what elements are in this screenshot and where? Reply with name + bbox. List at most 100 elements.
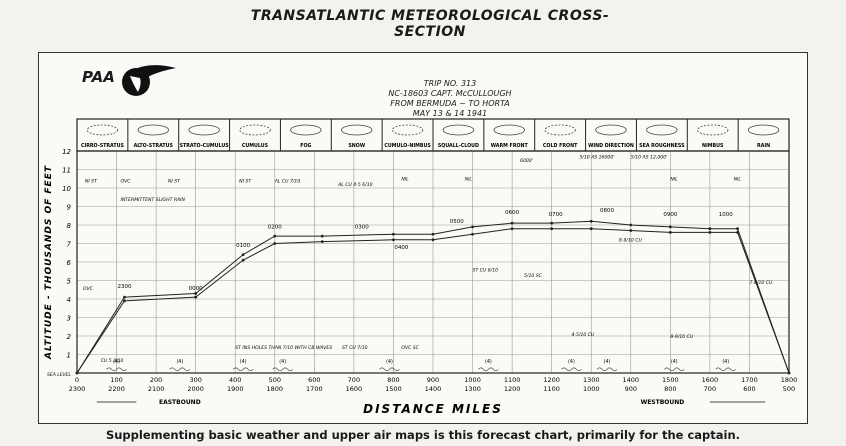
flight-path-point <box>708 231 712 234</box>
logo-text: PAA <box>82 68 115 86</box>
legend-symbol <box>747 124 780 136</box>
time-label: 0900 <box>663 212 677 218</box>
legend-label-fog: FOG <box>300 143 311 149</box>
sea-wave-icon <box>561 367 582 372</box>
time-label: 0400 <box>394 245 408 251</box>
x-tick-label-bottom: 1500 <box>385 385 402 393</box>
flight-path-point <box>273 242 277 245</box>
time-label: 0200 <box>268 225 282 231</box>
flight-path-point <box>123 299 126 303</box>
legend-symbol <box>544 124 576 136</box>
cloud-annotation: 8-9/10 CU <box>619 238 643 244</box>
x-tick-label-top: 0 <box>75 376 79 384</box>
legend-label-alto-stratus: ALTO-STRATUS <box>134 143 174 149</box>
x-tick-label-top: 1200 <box>543 376 560 384</box>
pan-am-logo: PAA <box>82 65 176 96</box>
sea-wave-icon <box>232 367 254 372</box>
legend-label-rain: RAIN <box>757 143 770 149</box>
cloud-annotation: OVC <box>121 178 132 184</box>
y-axis-label: ALTITUDE - THOUSANDS OF FEET <box>44 165 54 360</box>
legend-label-nimbus: NIMBUS <box>702 143 724 149</box>
legend-symbol <box>188 124 220 136</box>
y-tick-label: SEA LEVEL <box>47 372 71 378</box>
aircraft-captain: NC-18603 CAPT. McCULLOUGH <box>388 89 512 98</box>
sea-wave-icon <box>664 367 685 372</box>
cloud-annotation: 8-9/10 CU <box>670 334 694 340</box>
x-tick-label-top: 100 <box>110 376 122 384</box>
x-tick-label-bottom: 1700 <box>306 385 323 393</box>
y-tick-label: 4 <box>67 296 71 304</box>
flight-path-point <box>736 227 739 231</box>
cloud-annotation: ST CU 6/10 <box>473 267 499 273</box>
westbound-label: WESTBOUND <box>641 399 685 406</box>
sea-wave-icon <box>272 367 293 372</box>
cloud-annotation: AL CU 4-5 6/10 <box>337 182 373 188</box>
flight-path-point <box>550 227 554 231</box>
x-tick-label-top: 900 <box>427 376 439 384</box>
time-label: 1000 <box>719 212 733 218</box>
sea-wave-icon <box>715 367 736 372</box>
x-tick-label-bottom: 2000 <box>187 385 204 393</box>
x-tick-label-top: 1700 <box>741 376 758 384</box>
x-tick-label-bottom: 1400 <box>425 385 442 393</box>
y-tick-label: 12 <box>62 148 71 156</box>
caption: Supplementing basic weather and upper ai… <box>105 428 741 442</box>
time-label: 0500 <box>450 219 464 225</box>
x-tick-label-bottom: 2200 <box>108 385 125 393</box>
plot-frame <box>76 150 790 374</box>
flight-path-point <box>431 232 435 236</box>
cloud-annotation: NIL <box>734 177 742 183</box>
legend-label-cirro-stratus: CIRRO-STRATUS <box>81 143 124 149</box>
x-tick-label-bottom: 1600 <box>346 385 363 393</box>
legend-label-cumulo-nimbus: CUMULO-NIMBUS <box>384 143 431 149</box>
legend-label-snow: SNOW <box>348 143 365 149</box>
route: FROM BERMUDA ~ TO HORTA <box>390 99 510 108</box>
trip-number: TRIP NO. 313 <box>423 79 477 88</box>
cloud-annotation: AL CU 7/10 <box>274 178 301 184</box>
x-tick-label-top: 1100 <box>504 376 521 384</box>
time-label: 0600 <box>505 210 519 216</box>
flight-path-point <box>273 234 277 238</box>
legend-symbol <box>391 124 424 136</box>
flight-path-point <box>668 231 672 234</box>
flight-path-point <box>510 221 514 225</box>
cloud-annotation: NI ST <box>168 178 181 184</box>
globe-wing-icon <box>122 65 176 96</box>
legend-symbol <box>341 124 373 136</box>
cloud-annotation: OVC SC <box>401 345 419 351</box>
sea-roughness-label: (4) <box>722 359 729 365</box>
cloud-annotation: 7-8/10 CU <box>749 280 773 286</box>
sea-wave-icon <box>478 367 499 372</box>
sea-wave-icon <box>106 367 127 372</box>
legend-symbol <box>442 124 475 136</box>
x-tick-label-bottom: 1200 <box>504 385 521 393</box>
x-tick-label-top: 500 <box>269 376 281 384</box>
date: MAY 13 & 14 1941 <box>412 109 488 118</box>
x-tick-label-top: 600 <box>308 376 320 384</box>
sea-wave-icon <box>169 367 191 372</box>
y-tick-label: 1 <box>67 352 71 360</box>
flight-path-point <box>629 223 633 227</box>
x-tick-label-top: 1600 <box>702 376 719 384</box>
cloud-annotation: NIL <box>465 177 473 183</box>
cloud-annotation: NIL <box>670 177 678 183</box>
flight-path-point <box>589 219 593 223</box>
cloud-annotation: OVC <box>83 286 94 292</box>
cloud-annotation: 5/10 SC <box>524 273 543 279</box>
y-tick-label: 3 <box>67 315 71 323</box>
sea-roughness-label: (4) <box>671 359 678 365</box>
chart-card: CIRRO-STRATUS ALTO-STRATUS STRATO-CUMULUS C… <box>38 52 808 424</box>
x-tick-label-bottom: 1900 <box>227 385 244 393</box>
flight-path-point <box>589 227 593 231</box>
sea-roughness-label: (4) <box>176 359 183 365</box>
x-tick-label-top: 400 <box>229 376 241 384</box>
sea-wave-icon <box>379 367 400 372</box>
x-axis-label: DISTANCE MILES <box>363 402 503 416</box>
time-label: 0300 <box>355 225 369 231</box>
legend-label-cumulus: CUMULUS <box>242 143 269 149</box>
legend-symbol <box>290 124 322 136</box>
flight-path-point <box>123 295 126 299</box>
x-tick-label-top: 200 <box>150 376 162 384</box>
flight-path-point <box>392 238 395 242</box>
sea-roughness-label: (4) <box>113 359 120 365</box>
